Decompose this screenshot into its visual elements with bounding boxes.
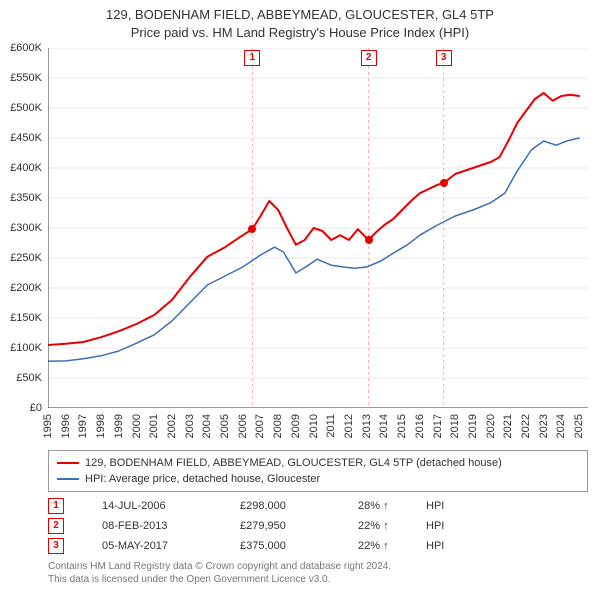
attribution-line: This data is licensed under the Open Gov… xyxy=(48,573,588,586)
xtick-label: 2000 xyxy=(131,414,143,438)
sale-marker-box: 2 xyxy=(361,50,377,66)
xtick-label: 2010 xyxy=(308,414,320,438)
sales-row: 2 08-FEB-2013 £279,950 22% ↑ HPI xyxy=(48,516,588,536)
sales-row: 3 05-MAY-2017 £375,000 22% ↑ HPI xyxy=(48,536,588,556)
plot-svg xyxy=(48,48,588,408)
xtick-label: 2023 xyxy=(538,414,550,438)
legend-swatch xyxy=(57,478,79,480)
legend-label: 129, BODENHAM FIELD, ABBEYMEAD, GLOUCEST… xyxy=(85,457,502,469)
ytick-label: £400K xyxy=(0,162,42,174)
xtick-label: 2024 xyxy=(555,414,567,438)
ytick-label: £350K xyxy=(0,192,42,204)
xtick-label: 2013 xyxy=(361,414,373,438)
xtick-label: 2008 xyxy=(272,414,284,438)
sale-marker-box: 1 xyxy=(48,498,64,514)
legend-row: HPI: Average price, detached house, Glou… xyxy=(57,471,579,487)
xtick-label: 2015 xyxy=(396,414,408,438)
legend-swatch xyxy=(57,462,79,464)
xtick-label: 2002 xyxy=(166,414,178,438)
ytick-label: £450K xyxy=(0,132,42,144)
ytick-label: £200K xyxy=(0,282,42,294)
xtick-label: 2003 xyxy=(184,414,196,438)
legend-row: 129, BODENHAM FIELD, ABBEYMEAD, GLOUCEST… xyxy=(57,455,579,471)
legend-label: HPI: Average price, detached house, Glou… xyxy=(85,473,320,485)
xtick-label: 2018 xyxy=(449,414,461,438)
xtick-label: 1997 xyxy=(77,414,89,438)
xtick-label: 2025 xyxy=(573,414,585,438)
price-dot xyxy=(248,225,256,233)
sale-hpi: HPI xyxy=(426,540,588,552)
xtick-label: 2001 xyxy=(148,414,160,438)
sale-price: £375,000 xyxy=(240,540,350,552)
xtick-label: 1995 xyxy=(42,414,54,438)
xtick-label: 2019 xyxy=(467,414,479,438)
xtick-label: 2007 xyxy=(254,414,266,438)
xtick-label: 2021 xyxy=(502,414,514,438)
sale-marker-box: 3 xyxy=(436,50,452,66)
attribution-line: Contains HM Land Registry data © Crown c… xyxy=(48,560,588,573)
titles: 129, BODENHAM FIELD, ABBEYMEAD, GLOUCEST… xyxy=(0,0,600,42)
sale-date: 05-MAY-2017 xyxy=(102,540,232,552)
sale-pct: 22% ↑ xyxy=(358,540,418,552)
legend: 129, BODENHAM FIELD, ABBEYMEAD, GLOUCEST… xyxy=(48,450,588,492)
price-dot xyxy=(440,179,448,187)
xtick-label: 2011 xyxy=(325,414,337,438)
chart-area: £0£50K£100K£150K£200K£250K£300K£350K£400… xyxy=(48,48,588,408)
xtick-label: 2020 xyxy=(485,414,497,438)
sale-hpi: HPI xyxy=(426,500,588,512)
xtick-label: 2005 xyxy=(219,414,231,438)
ytick-label: £500K xyxy=(0,102,42,114)
ytick-label: £300K xyxy=(0,222,42,234)
price-dot xyxy=(365,236,373,244)
ytick-label: £150K xyxy=(0,312,42,324)
sale-hpi: HPI xyxy=(426,520,588,532)
ytick-label: £600K xyxy=(0,42,42,54)
ytick-label: £550K xyxy=(0,72,42,84)
xtick-label: 1999 xyxy=(113,414,125,438)
chart-container: 129, BODENHAM FIELD, ABBEYMEAD, GLOUCEST… xyxy=(0,0,600,590)
ytick-label: £50K xyxy=(0,372,42,384)
sale-pct: 22% ↑ xyxy=(358,520,418,532)
xtick-label: 2004 xyxy=(201,414,213,438)
ytick-label: £250K xyxy=(0,252,42,264)
sale-marker-box: 3 xyxy=(48,538,64,554)
sales-row: 1 14-JUL-2006 £298,000 28% ↑ HPI xyxy=(48,496,588,516)
xtick-label: 2009 xyxy=(290,414,302,438)
sale-marker-box: 1 xyxy=(244,50,260,66)
xtick-label: 2016 xyxy=(414,414,426,438)
sale-pct: 28% ↑ xyxy=(358,500,418,512)
ytick-label: £100K xyxy=(0,342,42,354)
xtick-label: 2014 xyxy=(378,414,390,438)
xtick-label: 1998 xyxy=(95,414,107,438)
xtick-label: 2012 xyxy=(343,414,355,438)
sale-date: 08-FEB-2013 xyxy=(102,520,232,532)
sale-price: £298,000 xyxy=(240,500,350,512)
xtick-label: 2017 xyxy=(432,414,444,438)
ytick-label: £0 xyxy=(0,402,42,414)
xtick-label: 2022 xyxy=(520,414,532,438)
xtick-label: 1996 xyxy=(60,414,72,438)
title-address: 129, BODENHAM FIELD, ABBEYMEAD, GLOUCEST… xyxy=(0,6,600,24)
title-subtitle: Price paid vs. HM Land Registry's House … xyxy=(0,24,600,42)
sales-table: 1 14-JUL-2006 £298,000 28% ↑ HPI 2 08-FE… xyxy=(48,496,588,556)
xtick-label: 2006 xyxy=(237,414,249,438)
sale-price: £279,950 xyxy=(240,520,350,532)
sale-date: 14-JUL-2006 xyxy=(102,500,232,512)
attribution: Contains HM Land Registry data © Crown c… xyxy=(48,560,588,586)
sale-marker-box: 2 xyxy=(48,518,64,534)
